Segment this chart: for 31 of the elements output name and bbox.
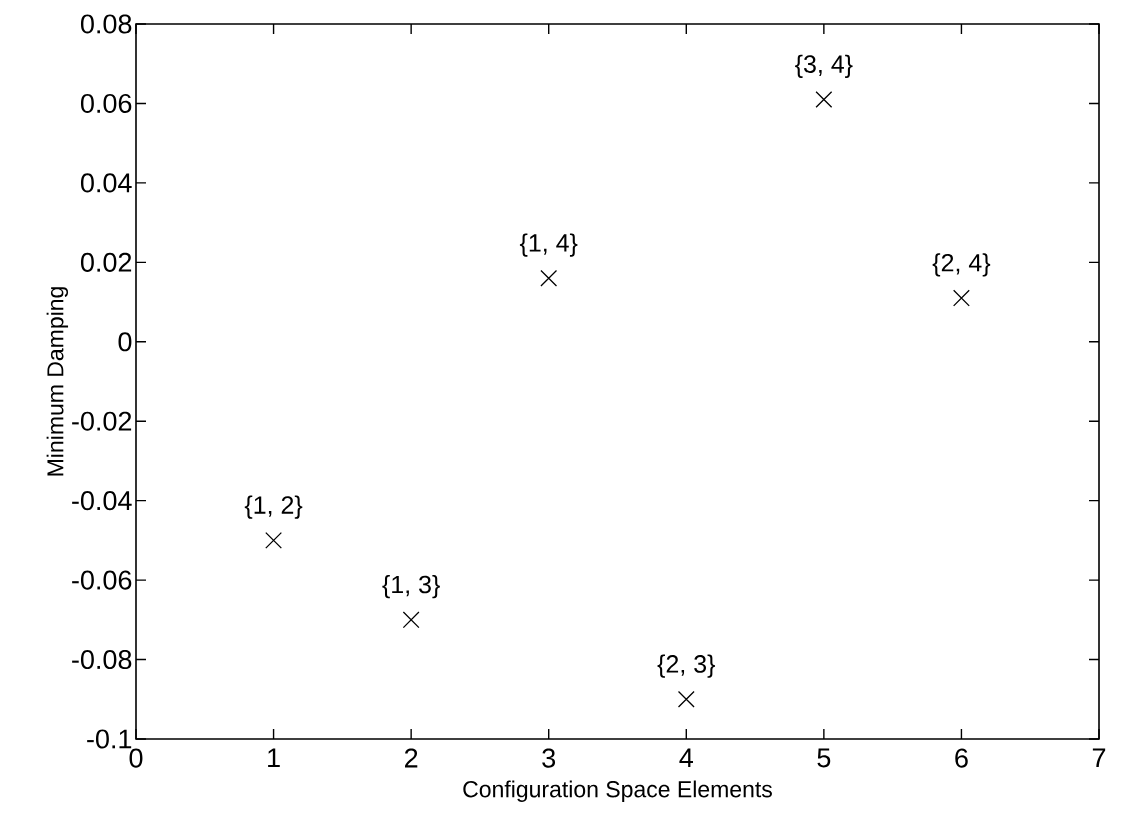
x-tick-label: 5: [817, 748, 831, 768]
x-tick-label: 1: [268, 748, 280, 768]
y-tick-label: 0.04: [80, 173, 132, 193]
x-tick-label: 7: [1092, 748, 1106, 768]
y-tick-label: -0.08: [72, 650, 132, 670]
point: [402, 611, 420, 629]
annotation: {2, 3}: [657, 654, 716, 678]
point: [953, 289, 970, 307]
y-tick-label: 0: [118, 332, 132, 352]
point: [677, 690, 695, 708]
annotation: {1, 2}: [244, 495, 303, 519]
x-axis-title: Configuration Space Elements: [463, 780, 772, 802]
y-tick-label: 0.06: [80, 93, 132, 113]
point: [540, 269, 558, 287]
x-tick-label: 4: [679, 748, 694, 768]
annotation: {3, 4}: [795, 54, 853, 78]
x-tick-label: 2: [405, 748, 418, 768]
y-tick-label: -0.1: [87, 729, 132, 749]
y-tick-label: 0.02: [80, 252, 132, 272]
annotation: {2, 4}: [932, 253, 991, 277]
y-tick-label: -0.02: [72, 411, 132, 431]
y-tick-label: -0.04: [72, 491, 132, 511]
annotation: {1, 4}: [519, 233, 578, 257]
x-tick-label: 3: [542, 748, 556, 768]
point: [265, 531, 282, 549]
x-tick-label: 6: [955, 748, 968, 768]
y-tick-label: 0.08: [80, 14, 132, 34]
y-tick-label: -0.06: [72, 570, 132, 590]
annotation: {1, 3}: [382, 575, 440, 599]
point: [815, 91, 833, 108]
y-axis-title: Minimum Damping: [46, 287, 69, 476]
